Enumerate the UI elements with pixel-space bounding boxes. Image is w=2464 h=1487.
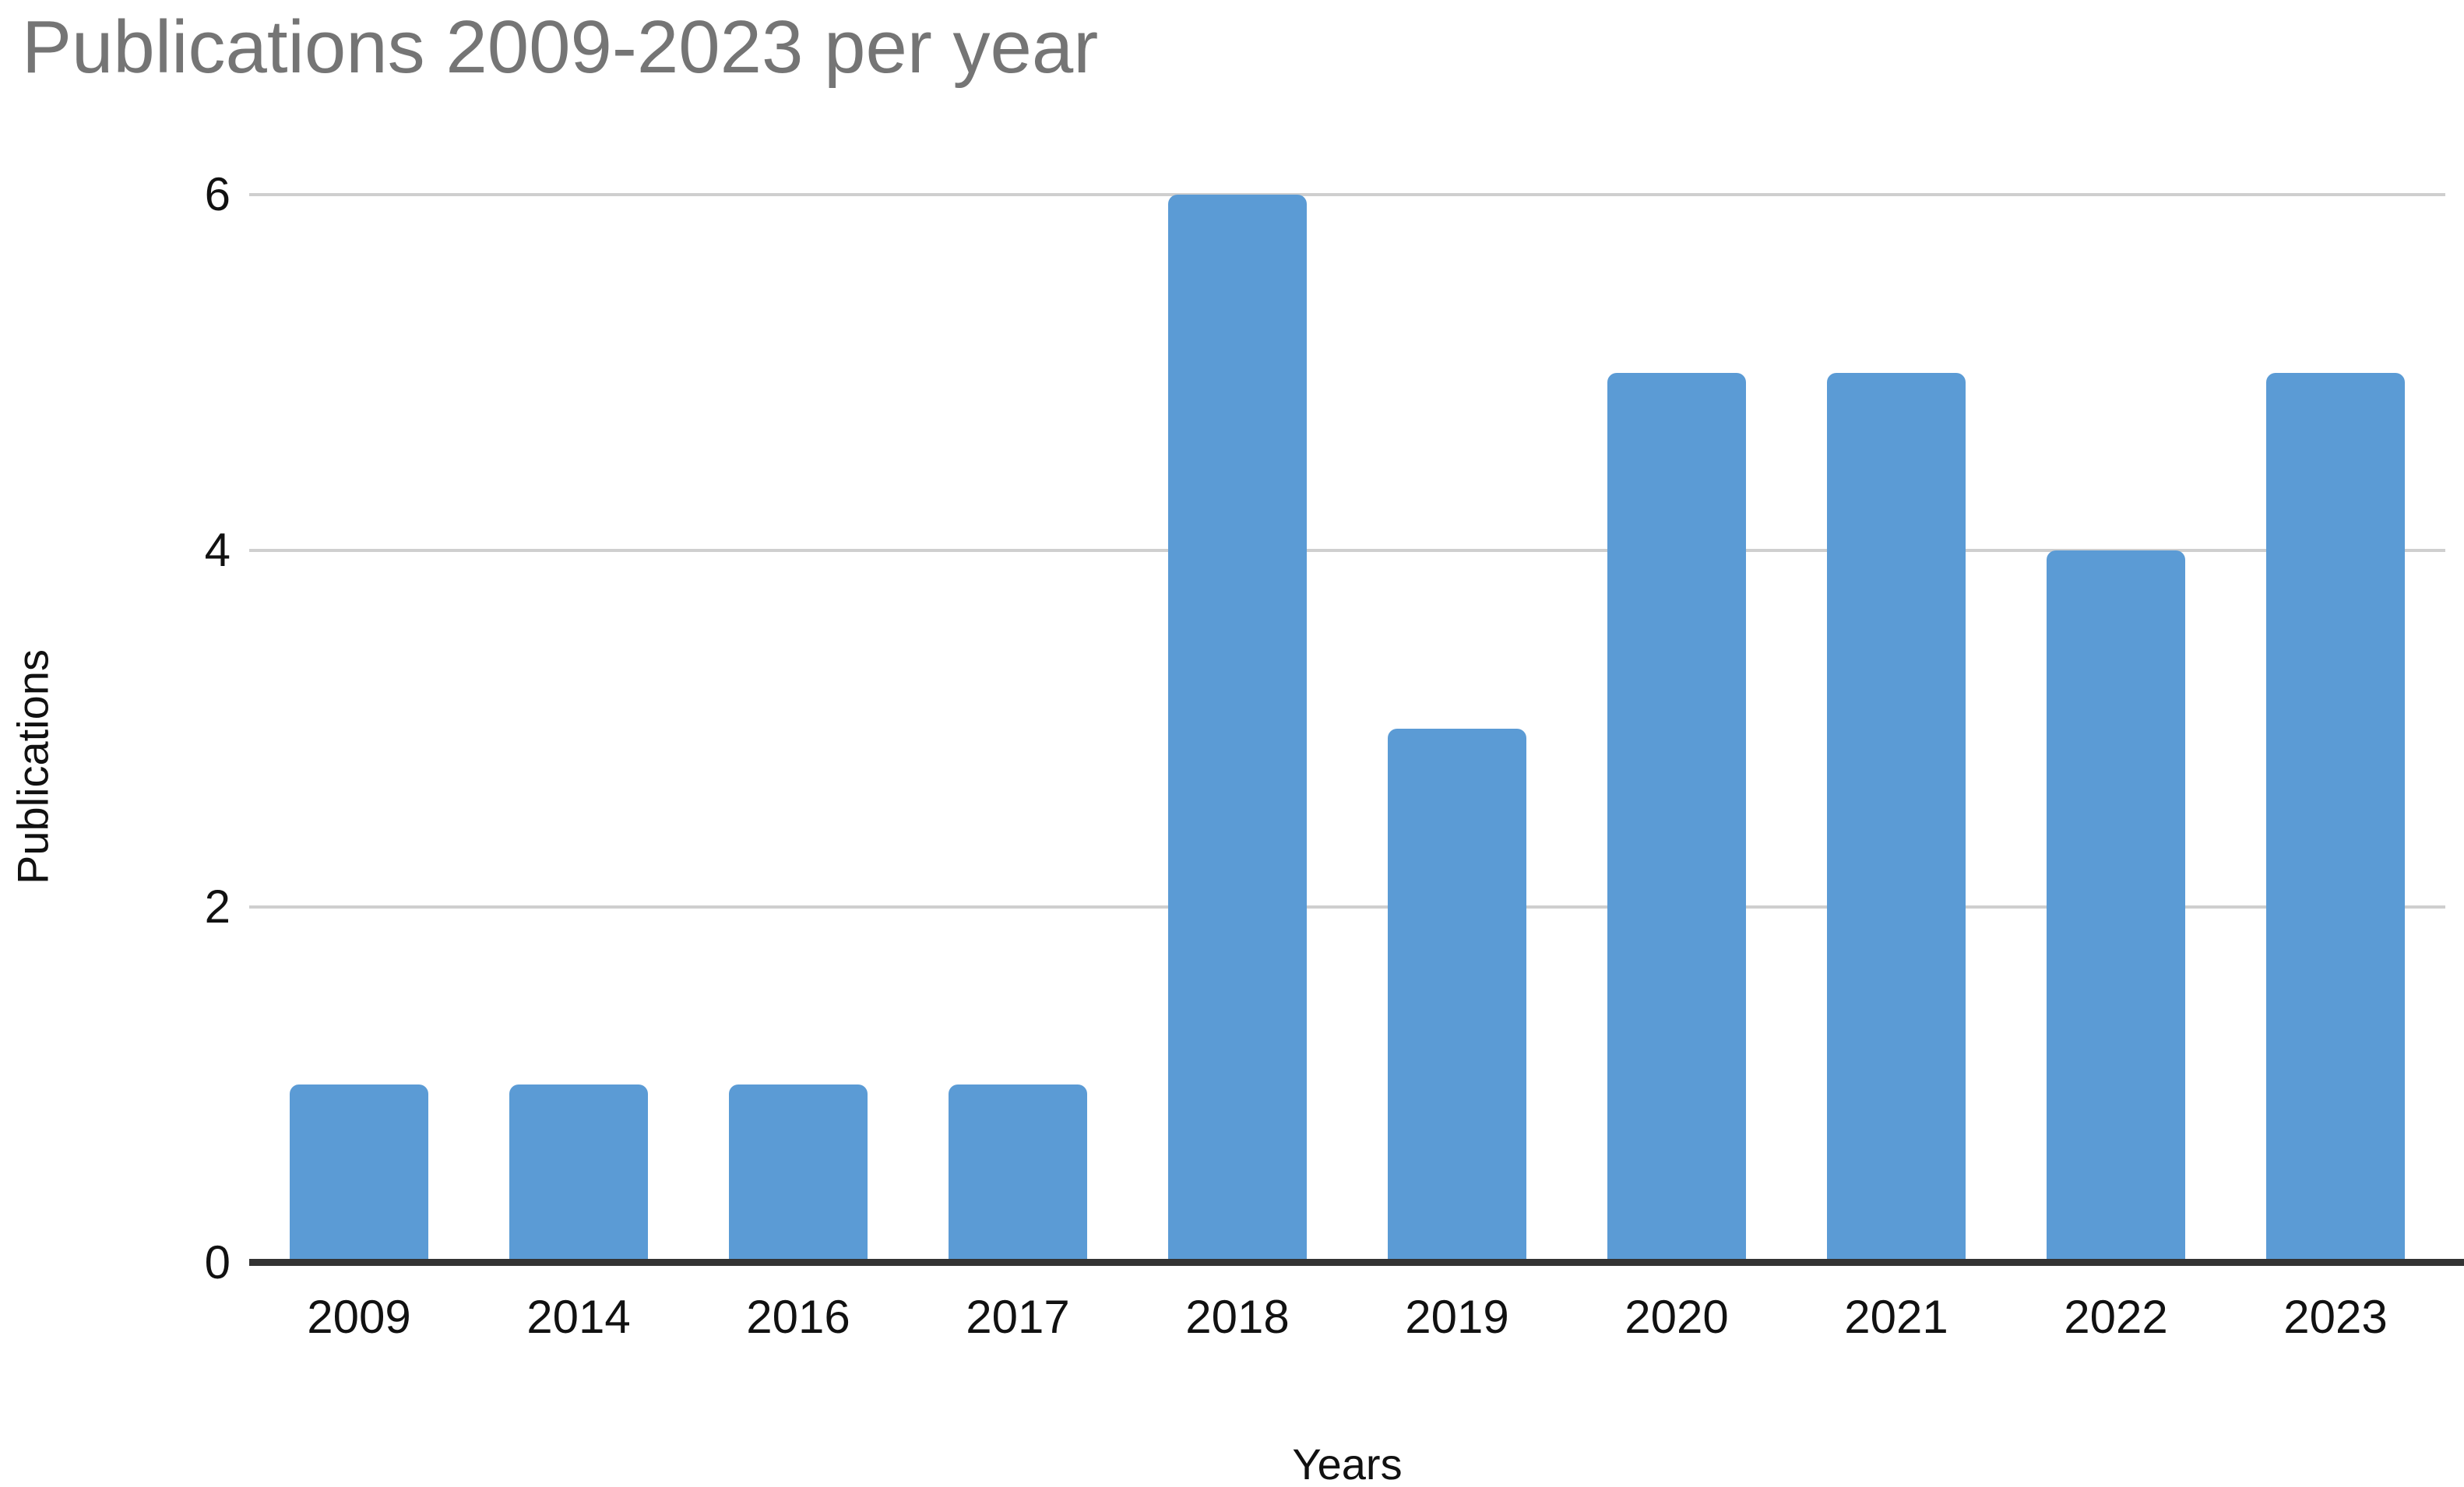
bar-slot-2021 bbox=[1786, 195, 2006, 1263]
bar-slot-2018 bbox=[1128, 195, 1347, 1263]
bar-2021 bbox=[1827, 372, 1966, 1263]
y-axis-ticks: 0 2 4 6 bbox=[0, 171, 231, 1286]
bar-slot-2023 bbox=[2226, 195, 2445, 1263]
x-axis-labels: 2009 2014 2016 2017 2018 2019 2020 2021 2022 2023 bbox=[249, 1294, 2445, 1341]
x-tick-label-2023: 2023 bbox=[2283, 1291, 2388, 1343]
x-tick-label-2022: 2022 bbox=[2064, 1291, 2168, 1343]
y-tick-label-4: 4 bbox=[204, 524, 231, 577]
bar-2023 bbox=[2266, 372, 2405, 1263]
bar-2016 bbox=[729, 1084, 868, 1263]
y-tick-label-0: 0 bbox=[204, 1236, 231, 1288]
gridline-2 bbox=[249, 905, 2445, 909]
bar-2018 bbox=[1168, 195, 1307, 1263]
bar-slot-2017 bbox=[908, 195, 1128, 1263]
bar-2022 bbox=[2047, 550, 2185, 1263]
x-tick-label-2017: 2017 bbox=[966, 1291, 1070, 1343]
bar-2020 bbox=[1607, 372, 1746, 1263]
bar-slot-2016 bbox=[688, 195, 908, 1263]
bar-2014 bbox=[509, 1084, 648, 1263]
x-tick-label-2021: 2021 bbox=[1844, 1291, 1948, 1343]
x-axis-line bbox=[249, 1259, 2464, 1266]
bar-slot-2020 bbox=[1567, 195, 1786, 1263]
x-tick-label-2009: 2009 bbox=[307, 1291, 411, 1343]
bar-2009 bbox=[290, 1084, 428, 1263]
bar-2017 bbox=[949, 1084, 1087, 1263]
x-axis-title: Years bbox=[1292, 1440, 1403, 1487]
x-tick-label-2019: 2019 bbox=[1405, 1291, 1509, 1343]
bar-slot-2022 bbox=[2006, 195, 2226, 1263]
gridline-6 bbox=[249, 193, 2445, 196]
plot-area bbox=[249, 193, 2464, 1266]
x-tick-label-2018: 2018 bbox=[1185, 1291, 1290, 1343]
bars bbox=[249, 195, 2445, 1263]
bar-slot-2009 bbox=[249, 195, 469, 1263]
y-tick-label-2: 2 bbox=[204, 880, 231, 933]
bar-slot-2014 bbox=[469, 195, 688, 1263]
x-tick-label-2016: 2016 bbox=[746, 1291, 850, 1343]
bar-2019 bbox=[1388, 729, 1526, 1263]
x-tick-label-2020: 2020 bbox=[1624, 1291, 1729, 1343]
x-tick-label-2014: 2014 bbox=[526, 1291, 631, 1343]
bar-slot-2019 bbox=[1347, 195, 1567, 1263]
gridline-4 bbox=[249, 549, 2445, 553]
chart-title: Publications 2009-2023 per year bbox=[22, 5, 1099, 89]
y-tick-label-6: 6 bbox=[204, 168, 231, 220]
